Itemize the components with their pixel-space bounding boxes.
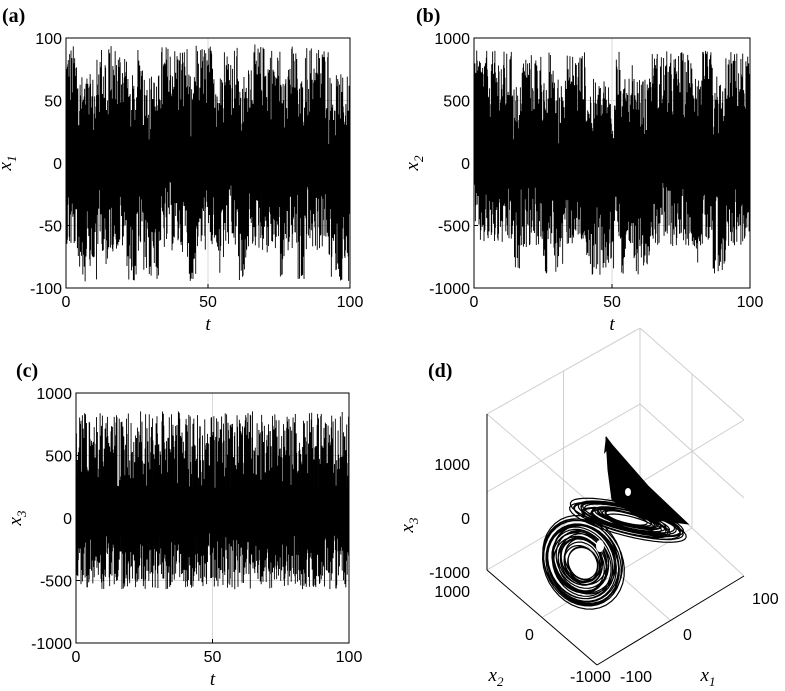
x-tick-label: 50 [603,294,621,311]
y-tick-label: 1000 [434,31,470,48]
x1-tick-label: 0 [683,627,692,644]
y-tick-label: -1000 [429,281,470,298]
x1-axis-line [596,575,745,666]
x3-tick-label: 0 [461,511,470,528]
attractor-hole [625,488,631,496]
x-tick-label: 100 [337,294,364,311]
y-tick-label: -1000 [31,636,72,653]
y-tick-label: -50 [39,219,62,236]
x1-axis-label: x1 [700,665,716,689]
y-tick-label: 100 [35,31,62,48]
x-tick-label: 0 [62,294,71,311]
x-axis-label: t [210,669,216,690]
x2-tick-label: -1000 [570,669,611,686]
x-tick-label: 50 [204,649,222,666]
y-tick-label: 50 [44,94,62,111]
y-tick-label: -500 [438,219,470,236]
y-tick-label: 0 [63,511,72,528]
y-axis-label: x3 [5,510,29,526]
x-tick-label: 100 [737,294,764,311]
x-tick-label: 100 [336,649,363,666]
y-tick-label: -500 [40,574,72,591]
x3-tick-label: 1000 [434,457,470,474]
x3-axis-label: x3 [397,517,421,533]
x2-tick-label: 1000 [434,584,470,601]
panel-label-a: (a) [2,5,25,27]
x1-tick-label: -100 [620,669,652,686]
panel-label-c: (c) [16,360,38,382]
x-axis-label: t [205,314,211,335]
panel-label-b: (b) [416,5,440,27]
y-tick-label: 500 [45,449,72,466]
y-axis-label: x2 [402,155,426,171]
y-tick-label: 1000 [36,386,72,403]
x-tick-label: 50 [199,294,217,311]
x2-tick-label: 0 [525,627,534,644]
attractor-hole [596,540,604,552]
y-tick-label: 0 [53,156,62,173]
x3-tick-label: -1000 [429,565,470,582]
y-tick-label: 500 [443,94,470,111]
x2-axis-line [486,569,598,666]
attractor-wedge [605,436,690,525]
grid-line [486,413,598,510]
x-axis-label: t [609,314,615,335]
x2-axis-label: x2 [488,665,504,689]
x-tick-label: 0 [470,294,479,311]
x1-tick-label: 100 [752,591,779,608]
x-tick-label: 0 [72,649,81,666]
y-tick-label: 0 [461,156,470,173]
attractor-trajectory [541,497,687,610]
y-tick-label: -100 [30,281,62,298]
attractor-tip [604,436,612,454]
panel-label-d: (d) [428,360,452,382]
y-axis-label: x1 [0,156,19,172]
